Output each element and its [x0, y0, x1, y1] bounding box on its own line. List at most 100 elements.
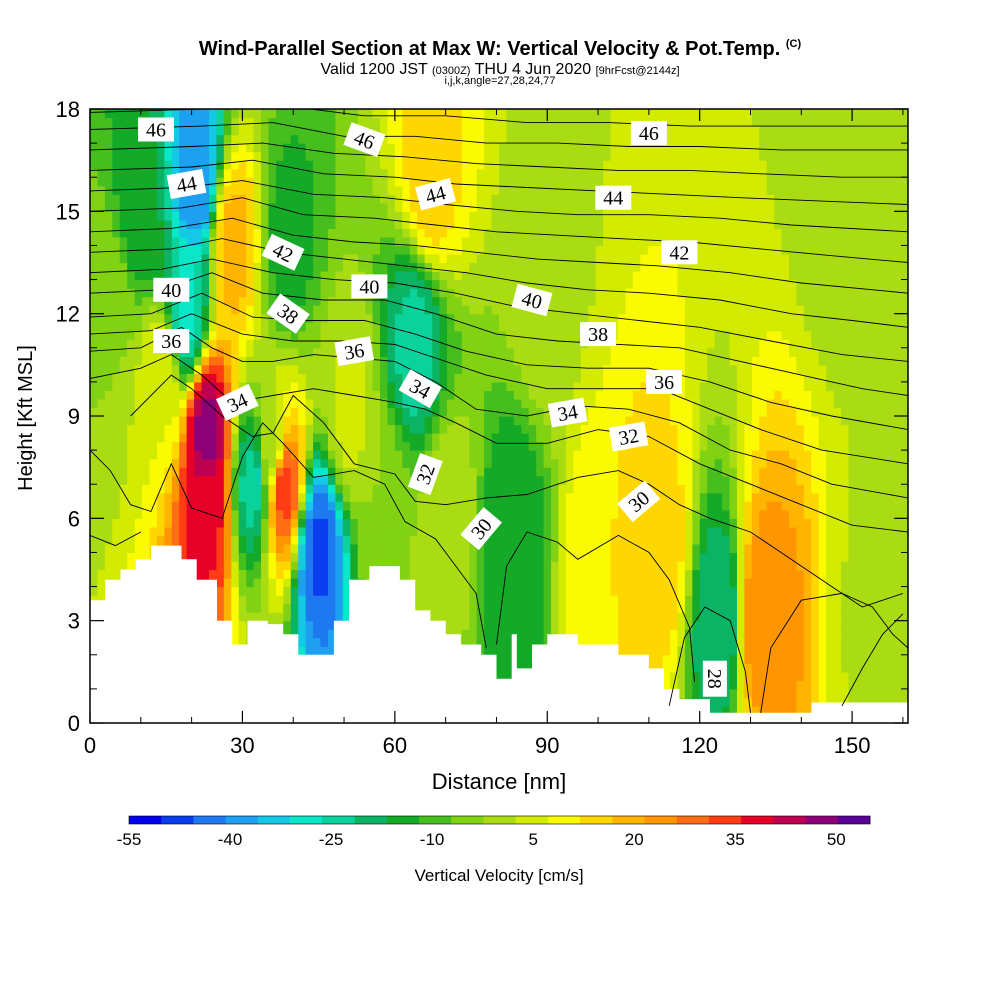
- velocity-cell: [573, 535, 582, 545]
- velocity-cell: [238, 271, 247, 281]
- velocity-cell: [461, 441, 470, 451]
- velocity-cell: [491, 109, 500, 119]
- velocity-cell: [558, 560, 567, 571]
- velocity-cell: [194, 543, 203, 554]
- velocity-cell: [104, 398, 113, 409]
- velocity-cell: [580, 211, 589, 221]
- velocity-cell: [528, 143, 537, 153]
- velocity-cell: [313, 475, 322, 485]
- velocity-cell: [372, 458, 381, 468]
- velocity-cell: [595, 313, 604, 323]
- velocity-cell: [305, 637, 314, 647]
- velocity-cell: [536, 211, 545, 221]
- velocity-cell: [305, 185, 314, 195]
- velocity-cell: [528, 629, 537, 639]
- velocity-cell: [528, 407, 537, 417]
- velocity-cell: [253, 356, 262, 366]
- velocity-cell: [134, 390, 143, 400]
- velocity-cell: [461, 194, 470, 204]
- velocity-cell: [142, 364, 151, 374]
- velocity-cell: [446, 560, 455, 571]
- velocity-cell: [231, 288, 240, 298]
- velocity-cell: [528, 560, 537, 571]
- velocity-cell: [335, 236, 344, 247]
- velocity-cell: [335, 441, 344, 451]
- velocity-cell: [320, 117, 329, 127]
- velocity-cell: [201, 484, 210, 494]
- velocity-cell: [275, 458, 284, 468]
- velocity-cell: [446, 168, 455, 178]
- velocity-cell: [261, 390, 270, 400]
- velocity-cell: [476, 381, 485, 392]
- velocity-cell: [573, 569, 582, 579]
- velocity-cell: [134, 271, 143, 281]
- velocity-cell: [513, 475, 522, 485]
- velocity-cell: [231, 134, 240, 144]
- velocity-cell: [298, 450, 307, 460]
- velocity-cell: [543, 620, 552, 630]
- velocity-cell: [313, 578, 322, 588]
- velocity-cell: [543, 330, 552, 340]
- velocity-cell: [134, 543, 143, 554]
- velocity-cell: [238, 151, 247, 161]
- velocity-cell: [506, 578, 515, 588]
- velocity-cell: [380, 373, 389, 383]
- velocity-cell: [186, 398, 195, 409]
- velocity-cell: [342, 433, 351, 443]
- velocity-cell: [223, 305, 232, 315]
- velocity-cell: [565, 109, 574, 119]
- velocity-cell: [194, 305, 203, 315]
- velocity-cell: [580, 526, 589, 536]
- velocity-cell: [558, 492, 567, 502]
- velocity-cell: [551, 552, 560, 562]
- velocity-cell: [97, 518, 106, 528]
- velocity-cell: [402, 450, 411, 460]
- velocity-cell: [432, 211, 441, 221]
- velocity-cell: [521, 637, 530, 647]
- velocity-cell: [186, 194, 195, 204]
- velocity-cell: [350, 484, 359, 494]
- velocity-cell: [365, 296, 374, 306]
- velocity-cell: [380, 424, 389, 434]
- velocity-cell: [573, 279, 582, 289]
- velocity-cell: [119, 416, 128, 426]
- velocity-cell: [551, 305, 560, 315]
- velocity-cell: [573, 595, 582, 605]
- velocity-cell: [499, 381, 508, 392]
- velocity-cell: [261, 543, 270, 554]
- velocity-cell: [327, 646, 336, 656]
- velocity-cell: [335, 202, 344, 212]
- velocity-cell: [127, 535, 136, 545]
- velocity-cell: [171, 398, 180, 409]
- velocity-cell: [439, 467, 448, 477]
- velocity-cell: [104, 424, 113, 434]
- velocity-cell: [350, 364, 359, 374]
- velocity-cell: [268, 322, 277, 332]
- velocity-cell: [387, 484, 396, 494]
- velocity-cell: [223, 518, 232, 528]
- velocity-cell: [536, 143, 545, 153]
- velocity-cell: [246, 194, 255, 204]
- velocity-cell: [179, 535, 188, 545]
- velocity-cell: [335, 475, 344, 485]
- velocity-cell: [417, 117, 426, 127]
- velocity-cell: [424, 245, 433, 255]
- velocity-cell: [305, 364, 314, 374]
- velocity-cell: [536, 518, 545, 528]
- velocity-cell: [439, 253, 448, 264]
- velocity-cell: [580, 109, 589, 119]
- velocity-cell: [454, 509, 463, 519]
- velocity-cell: [543, 364, 552, 374]
- velocity-cell: [298, 151, 307, 161]
- velocity-cell: [216, 253, 225, 264]
- velocity-cell: [127, 305, 136, 315]
- velocity-cell: [313, 339, 322, 349]
- velocity-cell: [595, 262, 604, 272]
- velocity-cell: [142, 211, 151, 221]
- velocity-cell: [253, 313, 262, 323]
- velocity-cell: [342, 416, 351, 426]
- velocity-cell: [261, 441, 270, 451]
- velocity-cell: [253, 330, 262, 340]
- velocity-cell: [305, 543, 314, 554]
- velocity-cell: [484, 373, 493, 383]
